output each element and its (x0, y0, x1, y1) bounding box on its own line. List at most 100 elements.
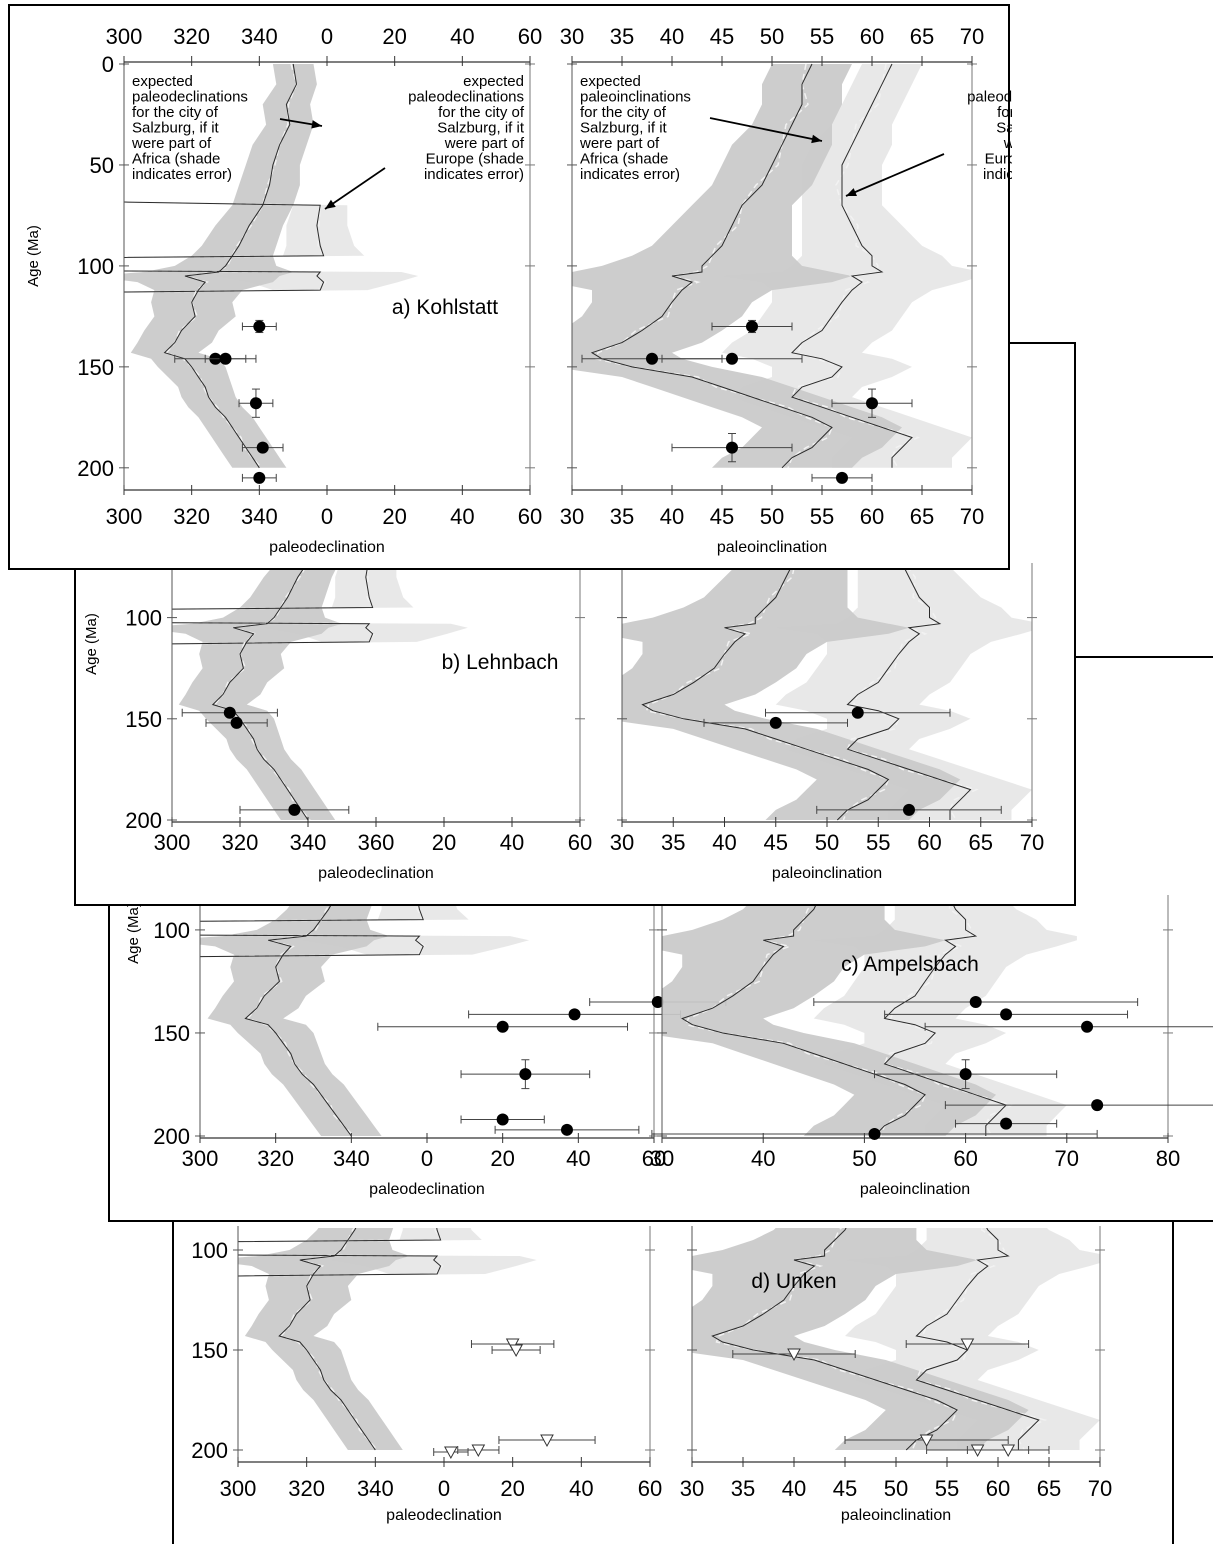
europe-dashed-curve (790, 63, 921, 469)
data-marker-circle (851, 706, 864, 719)
africa-expected-curve (244, 897, 352, 1137)
y-tick-label: 200 (77, 456, 114, 481)
data-point (732, 1348, 856, 1362)
data-point (377, 1020, 629, 1033)
inclination-plot: 30 35 40 45 50 55 60 65 70 paleoinclination (680, 1226, 1112, 1524)
data-marker-circle (1081, 1020, 1094, 1033)
annotation-line: Salzburg, if it (132, 120, 220, 137)
data-marker-circle (496, 1113, 509, 1126)
x-tick-label: 60 (986, 1476, 1010, 1501)
x-tick-label: 40 (450, 504, 474, 529)
reference-bands (692, 1228, 1100, 1451)
arrow-head (311, 120, 322, 129)
europe-dashed-curve (915, 1228, 1048, 1451)
x-tick-label-top: 0 (321, 24, 333, 49)
y-tick-label: 200 (125, 808, 162, 833)
x-tick-label: 300 (220, 1476, 257, 1501)
data-point (661, 352, 803, 365)
x-tick-label-top: 20 (382, 24, 406, 49)
data-marker-circle (651, 996, 664, 1009)
data-point (457, 1444, 500, 1458)
africa-error-band (124, 64, 317, 468)
africa-expected-curve (163, 63, 298, 469)
data-point (204, 352, 247, 365)
africa-dashed-curve (595, 63, 833, 469)
x-tick-label: 50 (884, 1476, 908, 1501)
x-tick-label: 0 (321, 504, 333, 529)
x-tick-label: 60 (642, 1146, 666, 1171)
panel-title: c) Ampelsbach (841, 953, 979, 976)
europe-expected-curve (846, 565, 972, 820)
x-tick-label: 320 (222, 830, 259, 855)
y-tick-label: 100 (125, 606, 162, 631)
x-tick-label: 35 (610, 504, 634, 529)
inclination-axis-title: paleoinclination (841, 1507, 951, 1524)
annotation-line: Europe (shade (426, 151, 524, 168)
annotation-line: for the city of (997, 104, 1012, 121)
declination-plot: 300 320 340 0 20 40 60 paleodeclination (220, 1226, 662, 1524)
africa-expected-curve (711, 1228, 959, 1451)
data-point (460, 1113, 545, 1126)
reference-bands (238, 1228, 537, 1451)
y-tick-label: 100 (153, 918, 190, 943)
arrow-head (846, 188, 857, 196)
data-marker-circle (726, 352, 738, 365)
y-tick-label: 50 (90, 153, 114, 178)
africa-error-band (572, 64, 902, 468)
x-tick-label: 65 (910, 504, 934, 529)
x-tick-label-top: 30 (560, 24, 584, 49)
annotation-line: paleodeclinations (132, 89, 248, 106)
x-tick-label-top: 40 (450, 24, 474, 49)
x-tick-label-top: 60 (518, 24, 542, 49)
data-point (874, 1059, 1058, 1090)
europe-error-band (238, 1228, 537, 1277)
annotation-line: for the city of (132, 104, 219, 121)
data-point (433, 1446, 469, 1460)
x-tick-label: 300 (106, 504, 143, 529)
x-tick-label: 340 (290, 830, 327, 855)
data-point (239, 803, 350, 816)
data-point (241, 441, 284, 454)
annotation-line: for the city of (580, 104, 667, 121)
europe-error-band (722, 64, 972, 468)
age-axis-title: Age (Ma) (125, 902, 142, 964)
annotation-line: expected (580, 73, 641, 90)
reference-bands (622, 565, 1032, 821)
declination-axis-title: paleodeclination (269, 539, 385, 556)
x-tick-label-top: 340 (241, 24, 278, 49)
annotation-line: Salzburg, if it (437, 120, 525, 137)
annotation-line: paleodeclinations (408, 89, 524, 106)
arrow-head (811, 134, 822, 144)
declination-plot: 300 320 340 0 20 40 60 paleodeclination (182, 895, 727, 1198)
reference-bands (124, 63, 419, 469)
africa-error-band (200, 897, 390, 1136)
chart-unken: 300 320 340 0 20 40 60 paleodeclination 30 35 40 45… (191, 1226, 1112, 1524)
data-marker-circle (746, 320, 758, 333)
africa-expected-curve (278, 1228, 376, 1451)
data-point (831, 388, 913, 418)
x-tick-label: 45 (710, 504, 734, 529)
annotation-line: indicates error) (983, 166, 1012, 183)
x-tick-label-top: 55 (810, 24, 834, 49)
declination-plot: 300 300 320 320 340 340 0 0 20 20 40 40 60 60 paleodec… (106, 24, 543, 556)
panel-title: d) Unken (751, 1270, 836, 1293)
annotation-line: were part of (579, 135, 660, 152)
x-tick-label: 50 (852, 1146, 876, 1171)
data-marker-circle (253, 471, 266, 484)
data-point (491, 1344, 541, 1358)
x-tick-label: 50 (815, 830, 839, 855)
data-marker-circle (959, 1068, 972, 1081)
y-tick-label: 100 (77, 254, 114, 279)
x-tick-label: 70 (1055, 1146, 1079, 1171)
x-tick-label: 60 (638, 1476, 662, 1501)
x-tick-label-top: 40 (660, 24, 684, 49)
x-tick-label: 45 (764, 830, 788, 855)
chart-lehnbach: 300 320 340 360 20 40 60 paleodeclination 30 35 40… (83, 563, 1044, 882)
data-point (498, 1434, 596, 1448)
inclination-plot: 30 35 40 45 50 55 60 65 70 paleoinclination (610, 563, 1044, 882)
annotation-line: for the city of (438, 104, 525, 121)
y-tick-label: 100 (191, 1238, 228, 1263)
x-tick-label-top: 50 (760, 24, 784, 49)
inclination-plot: 30 40 50 60 70 80 paleoinclination (650, 895, 1213, 1198)
